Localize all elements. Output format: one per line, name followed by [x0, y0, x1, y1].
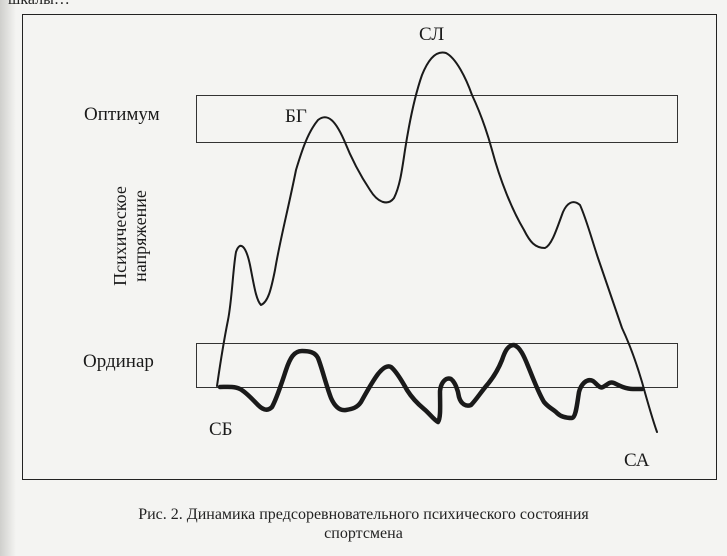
scan-shadow — [0, 0, 16, 556]
sb-point-label: СБ — [209, 419, 233, 440]
sl-point-label: СЛ — [419, 24, 445, 45]
thick-state-curve — [217, 342, 645, 425]
figure-caption: Рис. 2. Динамика предсоревновательного п… — [0, 505, 727, 543]
thin-tension-curve — [216, 51, 658, 433]
header-fragment: шкалы… — [8, 0, 70, 9]
sa-point-label: СА — [624, 450, 650, 471]
diagram-frame — [22, 14, 717, 480]
bg-point-label: БГ — [285, 106, 307, 127]
ordinar-band — [196, 343, 678, 388]
optimum-label: Оптимум — [84, 104, 160, 125]
optimum-band — [196, 95, 678, 143]
ordinar-label: Ординар — [83, 351, 154, 372]
figure-caption-line1: Рис. 2. Динамика предсоревновательного п… — [138, 506, 589, 523]
figure-caption-line2: спортсмена — [324, 525, 403, 542]
